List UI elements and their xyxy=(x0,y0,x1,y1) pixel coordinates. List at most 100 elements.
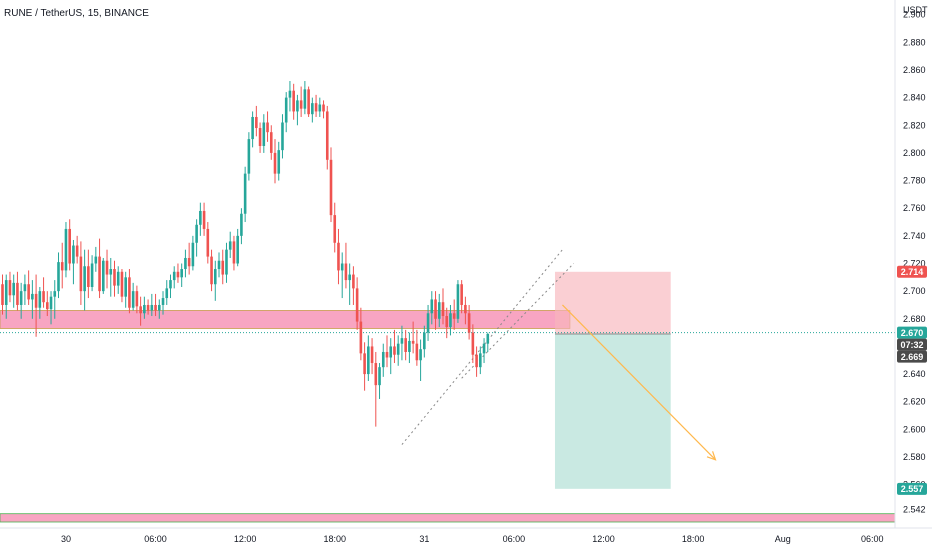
candle-body xyxy=(456,284,460,319)
candle xyxy=(434,291,437,330)
candle xyxy=(16,271,19,311)
price-tick-label: 2.840 xyxy=(903,93,926,103)
candle-body xyxy=(199,210,202,225)
candle xyxy=(4,274,8,319)
candle xyxy=(449,304,452,336)
candle-body xyxy=(486,334,490,344)
candle xyxy=(456,280,460,323)
candle-body xyxy=(221,260,225,275)
projection-arrow-shaft[interactable] xyxy=(562,304,716,461)
candle-body xyxy=(479,353,482,368)
candle xyxy=(206,222,210,264)
candle-body xyxy=(251,116,254,140)
candle xyxy=(172,266,176,289)
candle xyxy=(430,291,434,325)
candle xyxy=(154,293,157,317)
candle-body xyxy=(191,242,195,267)
candle-body xyxy=(202,210,206,229)
candle-body xyxy=(374,363,378,386)
candle xyxy=(1,274,4,315)
candle-body xyxy=(367,346,370,375)
price-tag-box xyxy=(897,338,927,351)
short-position-layer[interactable] xyxy=(0,271,895,489)
candle xyxy=(195,219,198,257)
candle-body xyxy=(329,159,333,216)
price-tag-box xyxy=(897,265,927,278)
candle xyxy=(333,202,337,253)
candle-body xyxy=(340,263,344,271)
candle xyxy=(486,332,490,352)
candle-body xyxy=(150,304,154,311)
candle-body xyxy=(393,346,396,355)
price-tag-last: 2.670 xyxy=(897,326,927,339)
candle-body xyxy=(187,257,191,267)
candle-body xyxy=(258,128,262,146)
candle xyxy=(184,249,187,278)
candles-layer xyxy=(1,81,490,427)
stop-loss-area[interactable] xyxy=(554,271,671,334)
candle xyxy=(307,86,310,117)
candle-body xyxy=(195,224,198,243)
candle xyxy=(135,285,139,314)
candle xyxy=(437,293,441,328)
candle xyxy=(325,105,329,170)
candle xyxy=(64,222,68,278)
candle-body xyxy=(247,139,251,174)
time-tick-label: 06:00 xyxy=(861,534,884,544)
candle-body xyxy=(172,271,176,281)
candle-body xyxy=(98,256,101,292)
time-tick-label: 06:00 xyxy=(503,534,526,544)
time-tick-label: 12:00 xyxy=(234,534,257,544)
candle xyxy=(393,329,396,364)
price-axis[interactable]: USDT 2.900 2.880 2.860 2.840 2.820 2.800 2.780… xyxy=(894,0,932,528)
candle xyxy=(109,257,113,297)
time-tick-label: 31 xyxy=(419,534,429,544)
projection-arrow-layer[interactable] xyxy=(562,304,717,461)
candle-body xyxy=(415,343,419,361)
candle-body xyxy=(292,90,295,112)
candle xyxy=(72,240,75,285)
candle-body xyxy=(45,302,49,310)
candle-body xyxy=(232,241,236,264)
candle-body xyxy=(236,235,239,264)
candle-body xyxy=(16,282,19,305)
price-tick-label: 2.880 xyxy=(903,37,926,47)
candle xyxy=(318,97,322,117)
take-profit-area[interactable] xyxy=(554,334,671,489)
lower-zone[interactable] xyxy=(0,513,896,523)
candle xyxy=(266,111,269,142)
candle-body xyxy=(288,90,292,98)
projection-arrow-head[interactable] xyxy=(706,451,717,461)
candle-body xyxy=(240,213,243,236)
candle xyxy=(385,335,389,368)
candle xyxy=(374,351,378,427)
wedge-line-lower[interactable] xyxy=(401,249,563,445)
price-tick-label: 2.600 xyxy=(903,424,926,434)
candle-body xyxy=(243,173,247,214)
candle xyxy=(34,274,38,337)
time-axis[interactable]: 30 06:00 12:00 18:00 31 06:00 12:00 18:00 Aug 06:… xyxy=(0,527,932,550)
candle-body xyxy=(146,304,150,311)
price-tick-label: 2.720 xyxy=(903,259,926,269)
candle-body xyxy=(101,260,105,292)
candle xyxy=(348,263,351,305)
candle xyxy=(475,346,478,377)
support-zone[interactable] xyxy=(0,310,571,329)
candle xyxy=(139,296,142,326)
candle xyxy=(419,339,422,381)
candle xyxy=(381,343,385,377)
candle xyxy=(464,296,467,325)
candle-body xyxy=(430,299,434,314)
time-tick-label: 30 xyxy=(61,534,71,544)
candle xyxy=(423,325,426,358)
candle-body xyxy=(352,274,355,289)
candle-body xyxy=(255,116,258,129)
candle xyxy=(49,291,53,325)
candle-body xyxy=(262,122,266,146)
candle-body xyxy=(165,288,169,299)
candle-body xyxy=(460,284,463,305)
candle xyxy=(322,100,325,119)
quote-currency-label: USDT xyxy=(903,5,928,15)
